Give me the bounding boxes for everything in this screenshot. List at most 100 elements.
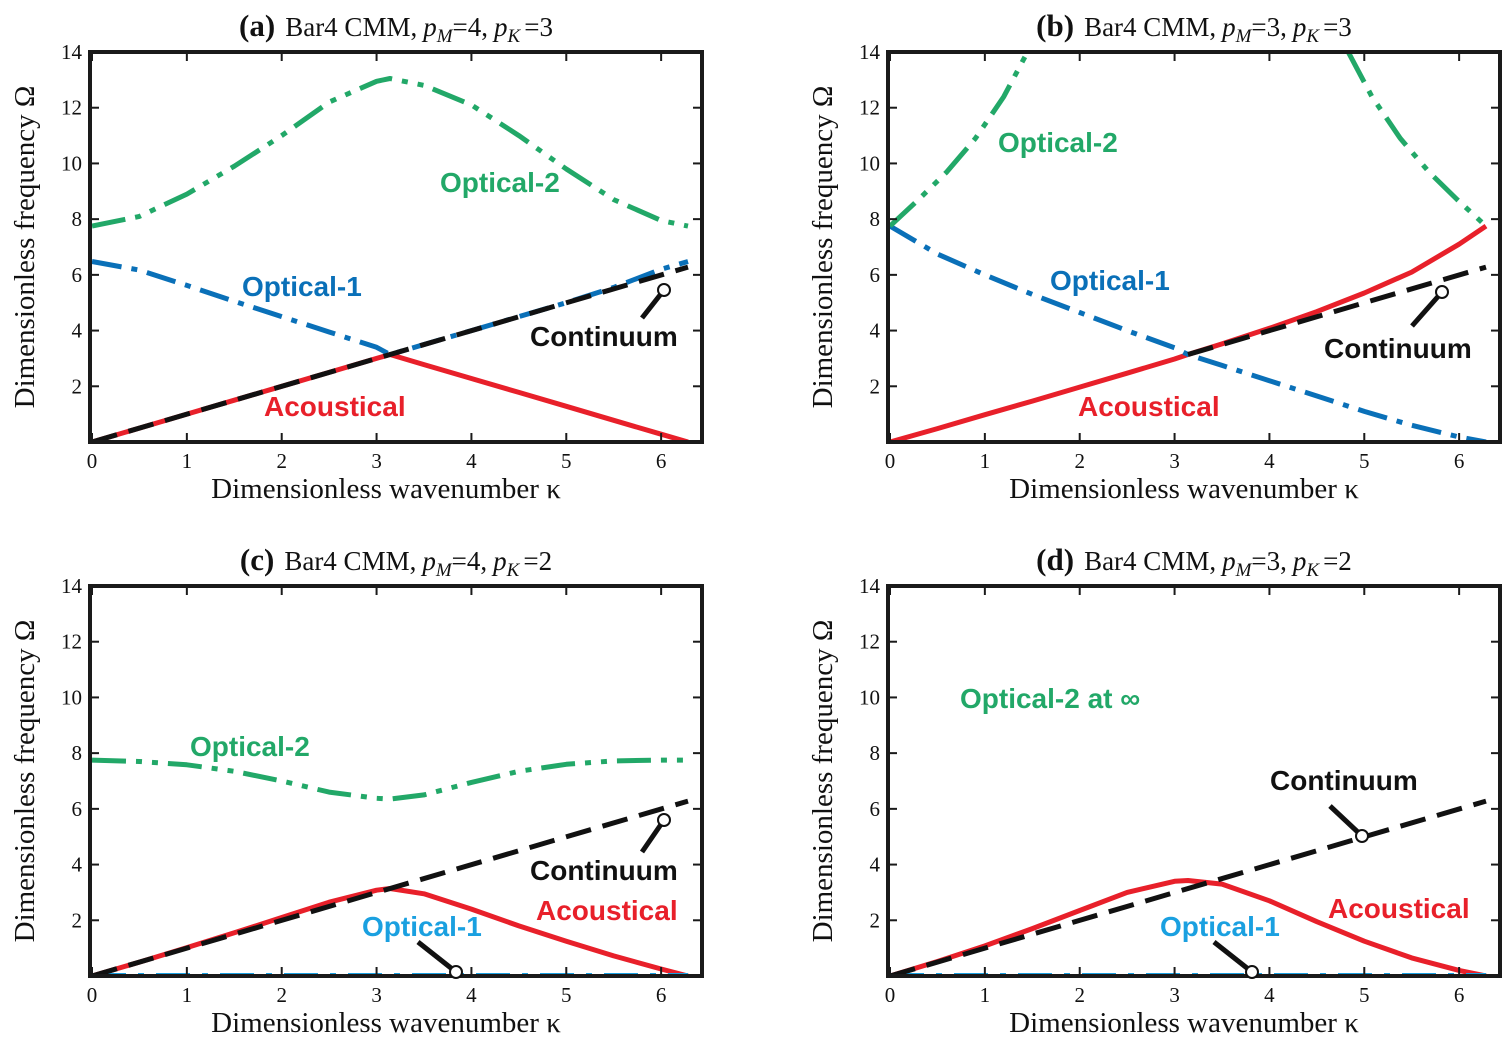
title-pm-var: p (421, 12, 437, 42)
title-pk-val: =3 (1323, 12, 1352, 42)
label-acoustical: Acoustical (1328, 893, 1470, 924)
continuum-pointer-hand-icon (1355, 829, 1369, 843)
y-tick-label: 10 (859, 685, 880, 709)
x-tick-label: 0 (87, 983, 98, 1007)
x-axis-label: Dimensionless wavenumber κ (1009, 1007, 1359, 1039)
series-continuum (1187, 264, 1487, 357)
series-group (888, 52, 1488, 442)
title-pk-sub: K (507, 26, 522, 47)
y-tick-label: 8 (870, 207, 881, 231)
series-optical-2-left-branch (888, 52, 1030, 228)
label-optical2: Optical-2 (190, 731, 310, 762)
x-tick-label: 2 (276, 983, 287, 1007)
y-tick-label: 4 (72, 853, 83, 877)
x-axis-label: Dimensionless wavenumber κ (211, 1007, 561, 1039)
title-pm-sub: M (436, 26, 454, 47)
x-tick-label: 2 (276, 449, 287, 473)
series-group (889, 798, 1487, 976)
panel-b: (b) Bar4 CMM, pM=3, pK =30 1 2 3 4 5 62468101214Di… (807, 8, 1502, 505)
y-tick-label: 6 (870, 263, 881, 287)
continuum-pointer-hand-icon (657, 283, 671, 297)
continuum-pointer (1328, 804, 1364, 838)
panel-title: (d) Bar4 CMM, pM=3, pK =2 (1036, 542, 1352, 581)
y-tick-label: 6 (72, 797, 83, 821)
x-tick-label: 0 (885, 449, 896, 473)
title-pk-var: p (1291, 546, 1307, 576)
x-tick-label: 3 (1169, 983, 1180, 1007)
panel-letter: (a) (239, 8, 275, 43)
title-pm-val: =4, (452, 546, 487, 576)
title-pm-var: p (420, 546, 436, 576)
panel-letter: (d) (1036, 542, 1074, 577)
title-pk-sub: K (1305, 26, 1320, 47)
title-pm-val: =3, (1251, 12, 1286, 42)
y-tick-label: 8 (72, 741, 83, 765)
x-tick-label: 1 (182, 983, 193, 1007)
x-axis-label: Dimensionless wavenumber κ (1009, 473, 1359, 505)
title-main: Bar4 CMM, (1084, 546, 1216, 576)
x-tick-label: 1 (980, 449, 991, 473)
y-tick-label: 12 (61, 630, 82, 654)
series-optical-2 (91, 76, 689, 229)
label-continuum: Continuum (1270, 765, 1418, 796)
series-group (91, 757, 689, 976)
x-tick-label: 5 (1359, 983, 1370, 1007)
continuum-pointer-hand-icon (657, 813, 671, 827)
title-pk-val: =3 (524, 12, 553, 42)
label-optical1: Optical-1 (242, 271, 362, 302)
y-tick-label: 14 (859, 40, 881, 64)
y-tick-label: 2 (870, 908, 881, 932)
x-tick-label: 6 (656, 983, 667, 1007)
y-tick-label: 14 (859, 574, 881, 598)
x-tick-label: 2 (1074, 983, 1085, 1007)
x-tick-label: 3 (371, 449, 382, 473)
title-pk-val: =2 (523, 546, 552, 576)
optical1-pointer-hand-icon (449, 965, 463, 979)
title-pm-sub: M (1235, 26, 1253, 47)
panel-letter: (c) (240, 542, 274, 577)
panel-title: (b) Bar4 CMM, pM=3, pK =3 (1036, 8, 1352, 47)
x-tick-label: 0 (885, 983, 896, 1007)
x-tick-label: 3 (371, 983, 382, 1007)
x-tick-label: 3 (1169, 449, 1180, 473)
title-pk-var: p (492, 12, 508, 42)
label-optical1: Optical-1 (362, 911, 482, 942)
title-pk-var: p (1291, 12, 1307, 42)
x-tick-label: 6 (656, 449, 667, 473)
x-tick-label: 5 (561, 449, 572, 473)
y-axis-label: Dimensionless frequency Ω (807, 86, 839, 409)
y-tick-label: 4 (870, 853, 881, 877)
x-tick-label: 5 (1359, 449, 1370, 473)
y-tick-label: 6 (870, 797, 881, 821)
plot-frame (88, 50, 704, 444)
y-tick-label: 6 (72, 263, 83, 287)
x-tick-label: 1 (182, 449, 193, 473)
y-tick-label: 4 (72, 319, 83, 343)
title-main: Bar4 CMM, (1084, 12, 1216, 42)
x-tick-label: 5 (561, 983, 572, 1007)
y-tick-label: 2 (72, 374, 83, 398)
y-tick-label: 2 (72, 908, 83, 932)
y-tick-label: 8 (870, 741, 881, 765)
series-optical-2 (91, 757, 688, 802)
label-continuum: Continuum (530, 321, 678, 352)
label-optical1: Optical-1 (1160, 911, 1280, 942)
series-continuum (91, 264, 689, 442)
y-tick-label: 14 (61, 574, 83, 598)
x-tick-label: 4 (1264, 449, 1275, 473)
x-tick-label: 0 (87, 449, 98, 473)
y-tick-label: 10 (61, 151, 82, 175)
x-tick-label: 4 (466, 449, 477, 473)
label-acoustical: Acoustical (264, 391, 406, 422)
y-tick-label: 12 (61, 96, 82, 120)
optical1-pointer (1212, 940, 1254, 974)
y-axis-label: Dimensionless frequency Ω (9, 620, 41, 943)
plot-frame (886, 584, 1502, 978)
continuum-pointer-hand-icon (1435, 285, 1449, 299)
label-optical1: Optical-1 (1050, 265, 1170, 296)
plot-frame (886, 50, 1502, 444)
y-tick-label: 2 (870, 374, 881, 398)
y-tick-label: 14 (61, 40, 83, 64)
series-continuum (889, 798, 1487, 976)
